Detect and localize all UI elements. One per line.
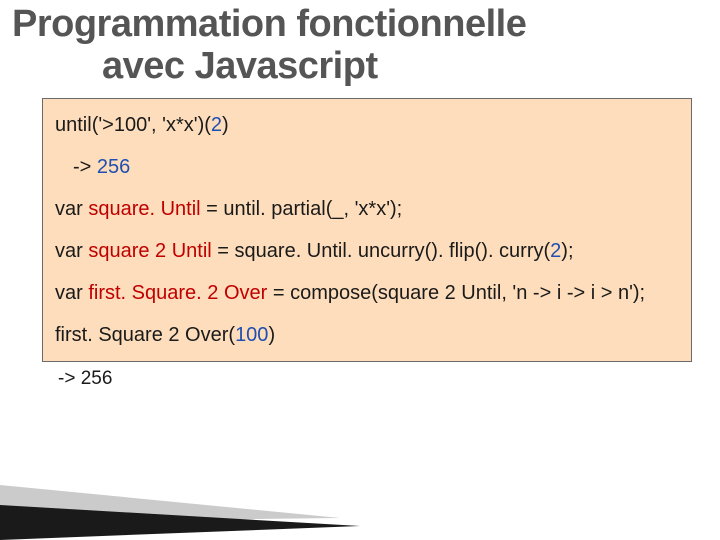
- title-line-1: Programmation fonctionnelle: [12, 3, 526, 45]
- code-row-2: -> 256: [55, 155, 681, 179]
- code-row-6: first. Square 2 Over(100): [55, 323, 681, 347]
- code-literal: 2: [550, 240, 561, 262]
- code-identifier: square 2 Until: [88, 240, 211, 262]
- code-row-4: var square 2 Until = square. Until. uncu…: [55, 239, 681, 263]
- code-row-5: var first. Square. 2 Over = compose(squa…: [55, 281, 681, 305]
- slide-decoration: [0, 470, 440, 540]
- title-line-2: avec Javascript: [12, 46, 712, 88]
- code-text: first. Square 2 Over(: [55, 324, 235, 346]
- result-line: -> 256: [0, 362, 720, 390]
- code-box: until('>100', 'x*x')(2) -> 256 var squar…: [42, 98, 692, 362]
- code-text: var: [55, 198, 88, 220]
- code-identifier: first. Square. 2 Over: [88, 282, 267, 304]
- code-text: var: [55, 282, 88, 304]
- code-text: = compose(square 2 Until, 'n -> i -> i >…: [267, 282, 645, 304]
- result-arrow: ->: [58, 368, 81, 389]
- code-text: = square. Until. uncurry(). flip(). curr…: [212, 240, 550, 262]
- code-text: ->: [73, 156, 97, 178]
- slide-title: Programmation fonctionnelle avec Javascr…: [0, 0, 720, 88]
- result-value: 256: [81, 368, 113, 389]
- code-identifier: square. Until: [88, 198, 200, 220]
- code-row-1: until('>100', 'x*x')(2): [55, 113, 681, 137]
- code-text: = until. partial(_, 'x*x');: [201, 198, 403, 220]
- code-text: );: [561, 240, 573, 262]
- code-row-3: var square. Until = until. partial(_, 'x…: [55, 197, 681, 221]
- code-text: var: [55, 240, 88, 262]
- code-literal: 100: [235, 324, 268, 346]
- code-text: until('>100', 'x*x')(: [55, 114, 211, 136]
- code-literal: 256: [97, 156, 130, 178]
- code-literal: 2: [211, 114, 222, 136]
- code-text: ): [268, 324, 275, 346]
- code-text: ): [222, 114, 229, 136]
